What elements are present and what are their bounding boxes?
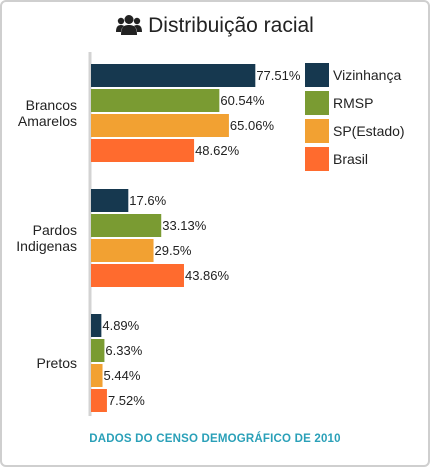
chart-title: Distribuição racial [148,14,314,37]
users-icon [116,14,143,42]
bar-vizinhan-a [91,189,129,212]
legend-label: Vizinhança [333,67,401,83]
bar-rmsp [91,89,220,112]
bar-brasil [91,264,184,287]
data-label: 77.51% [256,68,301,83]
data-label: 29.5% [155,243,192,258]
data-label: 60.54% [220,93,265,108]
legend-swatch [305,63,329,87]
data-label: 65.06% [230,118,275,133]
bar-sp-estado- [91,114,229,137]
bar-brasil [91,139,195,162]
data-label: 33.13% [162,218,207,233]
bar-sp-estado- [91,364,103,387]
bar-vizinhan-a [91,314,102,337]
legend-label: Brasil [333,151,368,167]
legend-swatch [305,91,329,115]
data-label: 7.52% [108,393,145,408]
bar-vizinhan-a [91,64,256,87]
category-label: Pretos [37,355,77,371]
data-label: 17.6% [129,193,166,208]
chart-header: Distribuição racial [0,14,430,42]
data-label: 5.44% [104,368,141,383]
bar-brasil [91,389,107,412]
legend-label: RMSP [333,95,373,111]
category-label: Amarelos [18,113,77,129]
legend-swatch [305,119,329,143]
category-label: Pardos [33,222,77,238]
source-note: DADOS DO CENSO DEMOGRÁFICO DE 2010 [89,433,341,445]
data-label: 4.89% [102,318,139,333]
data-label: 43.86% [185,268,230,283]
bar-rmsp [91,214,162,237]
category-label: Indigenas [16,238,77,254]
bar-sp-estado- [91,239,154,262]
legend-label: SP(Estado) [333,123,405,139]
category-label: Brancos [26,97,77,113]
data-label: 6.33% [105,343,142,358]
bar-rmsp [91,339,105,362]
legend-swatch [305,147,329,171]
data-label: 48.62% [195,143,240,158]
